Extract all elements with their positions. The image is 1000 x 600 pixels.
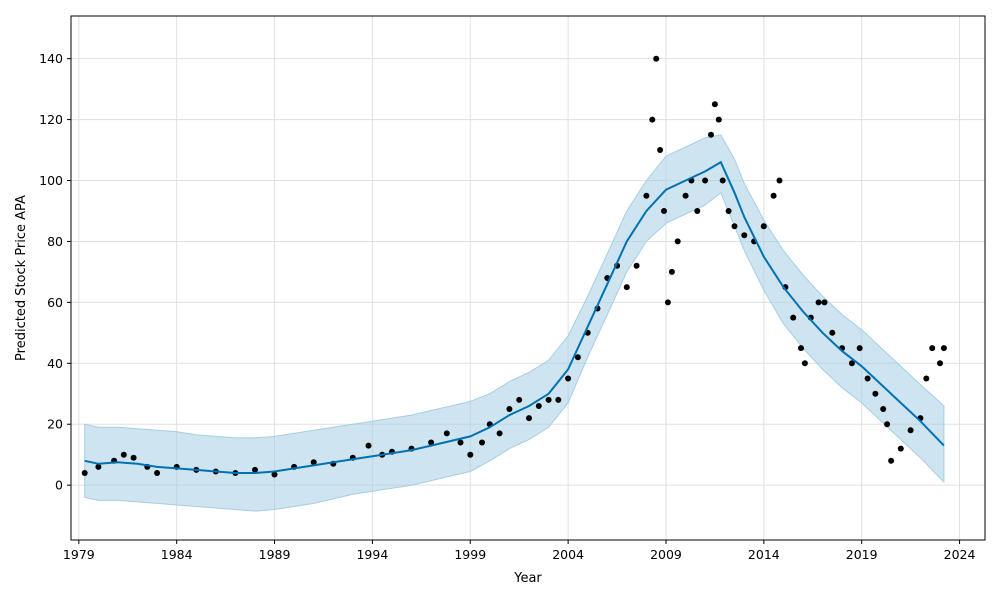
observed-point <box>937 360 943 367</box>
observed-point <box>130 454 137 461</box>
observed-point <box>848 360 855 367</box>
observed-point <box>526 415 532 422</box>
observed-point <box>815 299 822 306</box>
y-tick-label: 40 <box>47 356 63 371</box>
x-tick-label: 1979 <box>63 547 95 562</box>
forecast-line <box>84 160 945 474</box>
observed-point <box>880 406 887 412</box>
observed-point <box>741 232 748 239</box>
x-tick-label: 1994 <box>356 547 388 562</box>
y-axis-label: Predicted Stock Price APA <box>14 195 29 361</box>
y-tick-label: 60 <box>47 295 63 310</box>
observed-point <box>310 459 317 466</box>
observed-point <box>623 284 630 291</box>
observed-point <box>668 268 675 275</box>
observed-point <box>555 396 562 403</box>
observed-point <box>694 208 701 214</box>
observed-point <box>664 299 671 306</box>
observed-point <box>929 345 936 352</box>
observed-point <box>923 375 930 382</box>
observed-point <box>496 430 503 437</box>
observed-point <box>661 208 667 214</box>
observed-point <box>719 177 726 184</box>
observed-point <box>653 55 660 62</box>
x-tick-label: 2019 <box>846 547 878 562</box>
observed-point <box>940 345 947 352</box>
observed-point <box>365 442 372 449</box>
observed-point <box>770 192 777 199</box>
y-tick-label: 20 <box>47 417 63 432</box>
observed-point <box>649 116 656 123</box>
observed-point <box>790 314 797 321</box>
observed-point <box>872 390 879 397</box>
observed-point <box>252 466 258 473</box>
observed-point <box>829 329 836 336</box>
forecast-line-layer <box>84 160 945 474</box>
observed-point <box>776 177 783 184</box>
observed-point <box>725 208 732 214</box>
y-tick-label: 140 <box>39 51 63 66</box>
observed-point <box>479 439 485 446</box>
observed-point <box>821 299 828 306</box>
observed-point <box>897 445 904 452</box>
observed-point <box>702 177 709 184</box>
y-tick-label: 120 <box>39 112 63 127</box>
observed-point <box>574 354 581 361</box>
observed-point <box>708 131 714 138</box>
x-tick-label: 2004 <box>552 547 584 562</box>
y-axis-ticks: 0 20 40 60 80 100 120 140 <box>39 51 71 493</box>
observed-point <box>801 360 808 367</box>
observed-point <box>565 375 572 382</box>
y-tick-label: 80 <box>47 234 63 249</box>
observed-point <box>715 116 722 123</box>
plot-frame <box>70 15 986 541</box>
observed-point <box>864 375 871 382</box>
x-tick-label: 2024 <box>944 547 976 562</box>
x-tick-label: 2014 <box>748 547 780 562</box>
observed-point <box>545 396 552 403</box>
observed-point <box>81 470 88 476</box>
observed-point <box>731 223 738 230</box>
observed-point <box>457 439 464 446</box>
observed-point <box>535 403 542 409</box>
y-tick-label: 100 <box>39 173 63 188</box>
observed-point <box>95 463 102 470</box>
uncertainty-band-layer <box>84 134 945 512</box>
observed-point <box>888 457 895 464</box>
observed-point <box>674 238 681 245</box>
observed-point <box>120 451 127 458</box>
observed-point <box>428 439 435 446</box>
x-axis-ticks: 1979 1984 1989 1994 1999 2004 2009 2014 2019 2024 <box>63 540 976 562</box>
observed-point <box>907 427 914 434</box>
observed-point <box>856 345 863 352</box>
observed-point <box>643 192 650 199</box>
observed-point <box>633 262 640 269</box>
x-tick-label: 1984 <box>161 547 193 562</box>
observed-point <box>271 471 278 478</box>
x-tick-label: 1989 <box>259 547 291 562</box>
observed-point <box>711 101 718 108</box>
observed-point <box>798 345 804 352</box>
observed-point <box>657 147 664 153</box>
observed-point <box>884 421 891 428</box>
x-axis-label: Year <box>513 571 542 586</box>
observed-point <box>467 451 474 458</box>
observed-point <box>682 192 689 199</box>
x-tick-label: 1999 <box>454 547 486 562</box>
y-tick-label: 0 <box>55 478 63 493</box>
observed-point <box>516 396 523 403</box>
uncertainty-band <box>84 134 945 512</box>
observed-point <box>154 470 161 476</box>
observed-point <box>760 223 767 230</box>
observed-point <box>443 430 450 437</box>
observed-point <box>506 406 513 412</box>
x-tick-label: 2009 <box>650 547 682 562</box>
